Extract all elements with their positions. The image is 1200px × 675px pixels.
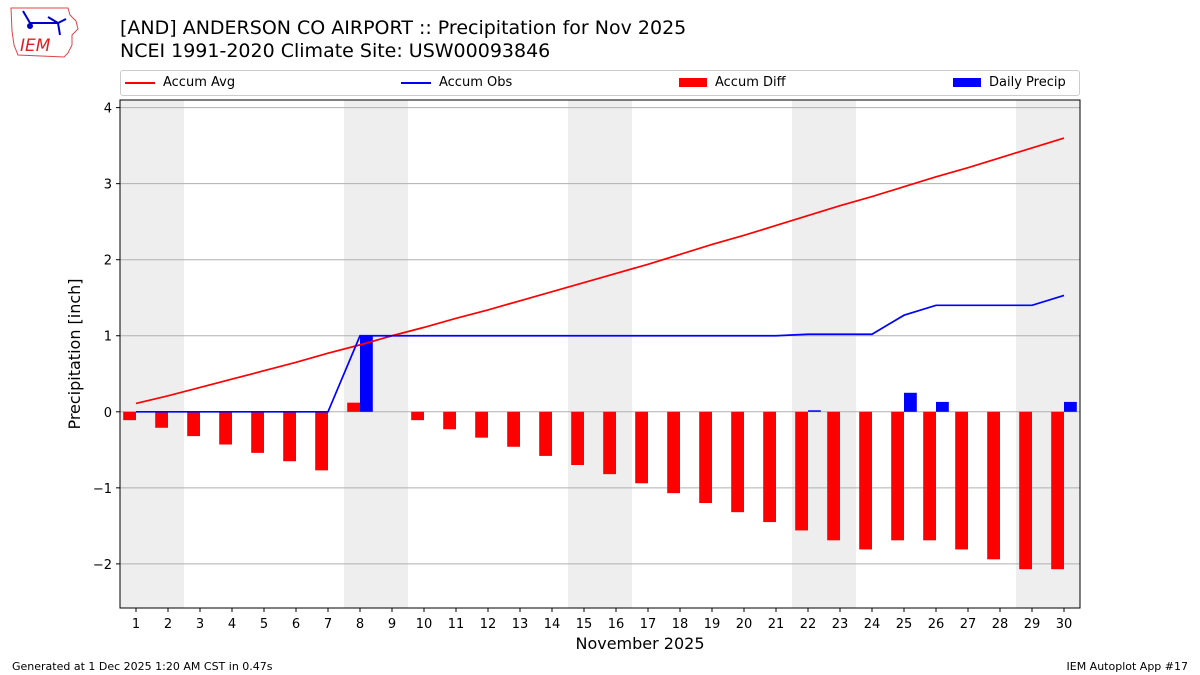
x-tick-label: 4 [228,617,236,632]
x-tick-label: 19 [704,617,721,632]
accum-diff-bar [219,411,232,445]
x-tick-label: 2 [164,617,172,632]
accum-diff-bar [1019,411,1032,570]
daily-precip-bar [808,410,821,412]
accum-diff-bar [507,411,520,447]
x-tick-label: 23 [832,617,849,632]
y-tick-label: 1 [104,330,112,345]
accum-diff-bar [411,411,424,421]
x-tick-label: 26 [928,617,945,632]
plot-frame [119,99,1081,609]
x-tick-label: 5 [260,617,268,632]
accum-diff-bar [699,411,712,504]
x-tick-label: 24 [864,617,881,632]
y-tick-label: −2 [93,558,112,573]
legend-daily-precip: Daily Precip [953,75,1066,90]
x-tick-label: 18 [672,617,689,632]
accum-diff-bar [891,411,904,541]
accum-diff-bar [123,411,136,421]
weekend-shade [344,100,408,608]
legend-accum-avg: Accum Avg [125,75,235,90]
x-tick-label: 16 [608,617,625,632]
accum-diff-bar [827,411,840,541]
x-axis-label: November 2025 [575,634,704,653]
x-tick-label: 30 [1056,617,1073,632]
accum-diff-bar [539,411,552,456]
x-tick-label: 17 [640,617,657,632]
accum-diff-bar [251,411,264,453]
accum-diff-bar [443,411,456,430]
y-axis-label: Precipitation [inch] [65,278,84,429]
accum-diff-bar [987,411,1000,560]
accum-diff-bar [603,411,616,475]
x-tick-label: 6 [292,617,300,632]
accum-diff-bar [923,411,936,541]
accum-avg-line [135,137,1065,405]
footer-app: IEM Autoplot App #17 [1066,660,1189,673]
accum-diff-bar [187,411,200,437]
accum-diff-bar [859,411,872,550]
accum-diff-bar [571,411,584,466]
x-tick-label: 11 [448,617,465,632]
x-tick-label: 7 [324,617,332,632]
footer-generated: Generated at 1 Dec 2025 1:20 AM CST in 0… [12,660,273,673]
accum-diff-bar [635,411,648,484]
x-tick-label: 14 [544,617,561,632]
x-tick-label: 28 [992,617,1009,632]
accum-diff-bar [763,411,776,523]
accum-diff-bar [667,411,680,494]
x-tick-label: 22 [800,617,817,632]
accum-diff-bar [955,411,968,550]
legend-accum-obs: Accum Obs [401,75,512,90]
x-tick-label: 29 [1024,617,1041,632]
y-tick-label: 4 [104,102,112,117]
accum-diff-bar [475,411,488,438]
x-tick-label: 27 [960,617,977,632]
daily-precip-bar [904,392,917,412]
legend: Accum Avg Accum Obs Accum Diff Daily Pre… [120,70,1080,96]
x-tick-label: 15 [576,617,593,632]
x-tick-label: 8 [356,617,364,632]
accum-diff-bar [731,411,744,513]
accum-diff-bar [347,402,360,412]
x-tick-label: 9 [388,617,396,632]
accum-diff-bar [1051,411,1064,570]
x-tick-label: 21 [768,617,785,632]
x-tick-label: 13 [512,617,529,632]
chart-title: [AND] ANDERSON CO AIRPORT :: Precipitati… [120,17,687,39]
y-tick-label: 3 [104,178,112,193]
weekend-shade [568,100,632,608]
accum-diff-bar [283,411,296,462]
y-tick-label: 0 [104,406,112,421]
iem-logo: IEM [8,5,80,63]
x-tick-label: 20 [736,617,753,632]
x-tick-label: 10 [416,617,433,632]
weekend-shade [120,100,184,608]
legend-accum-diff: Accum Diff [679,75,786,90]
x-tick-label: 3 [196,617,204,632]
svg-text:IEM: IEM [20,36,51,56]
daily-precip-bar [936,401,949,412]
x-tick-label: 12 [480,617,497,632]
x-tick-label: 25 [896,617,913,632]
y-tick-label: 2 [104,254,112,269]
accum-diff-bar [155,411,168,428]
x-tick-label: 1 [132,617,140,632]
accum-obs-line [136,294,1065,413]
accum-diff-bar [795,411,808,531]
accum-diff-bar [315,411,328,471]
daily-precip-bar [360,335,373,412]
weekend-shade [792,100,856,608]
y-tick-label: −1 [93,482,112,497]
chart-subtitle: NCEI 1991-2020 Climate Site: USW00093846 [120,40,551,62]
daily-precip-bar [1064,401,1077,412]
